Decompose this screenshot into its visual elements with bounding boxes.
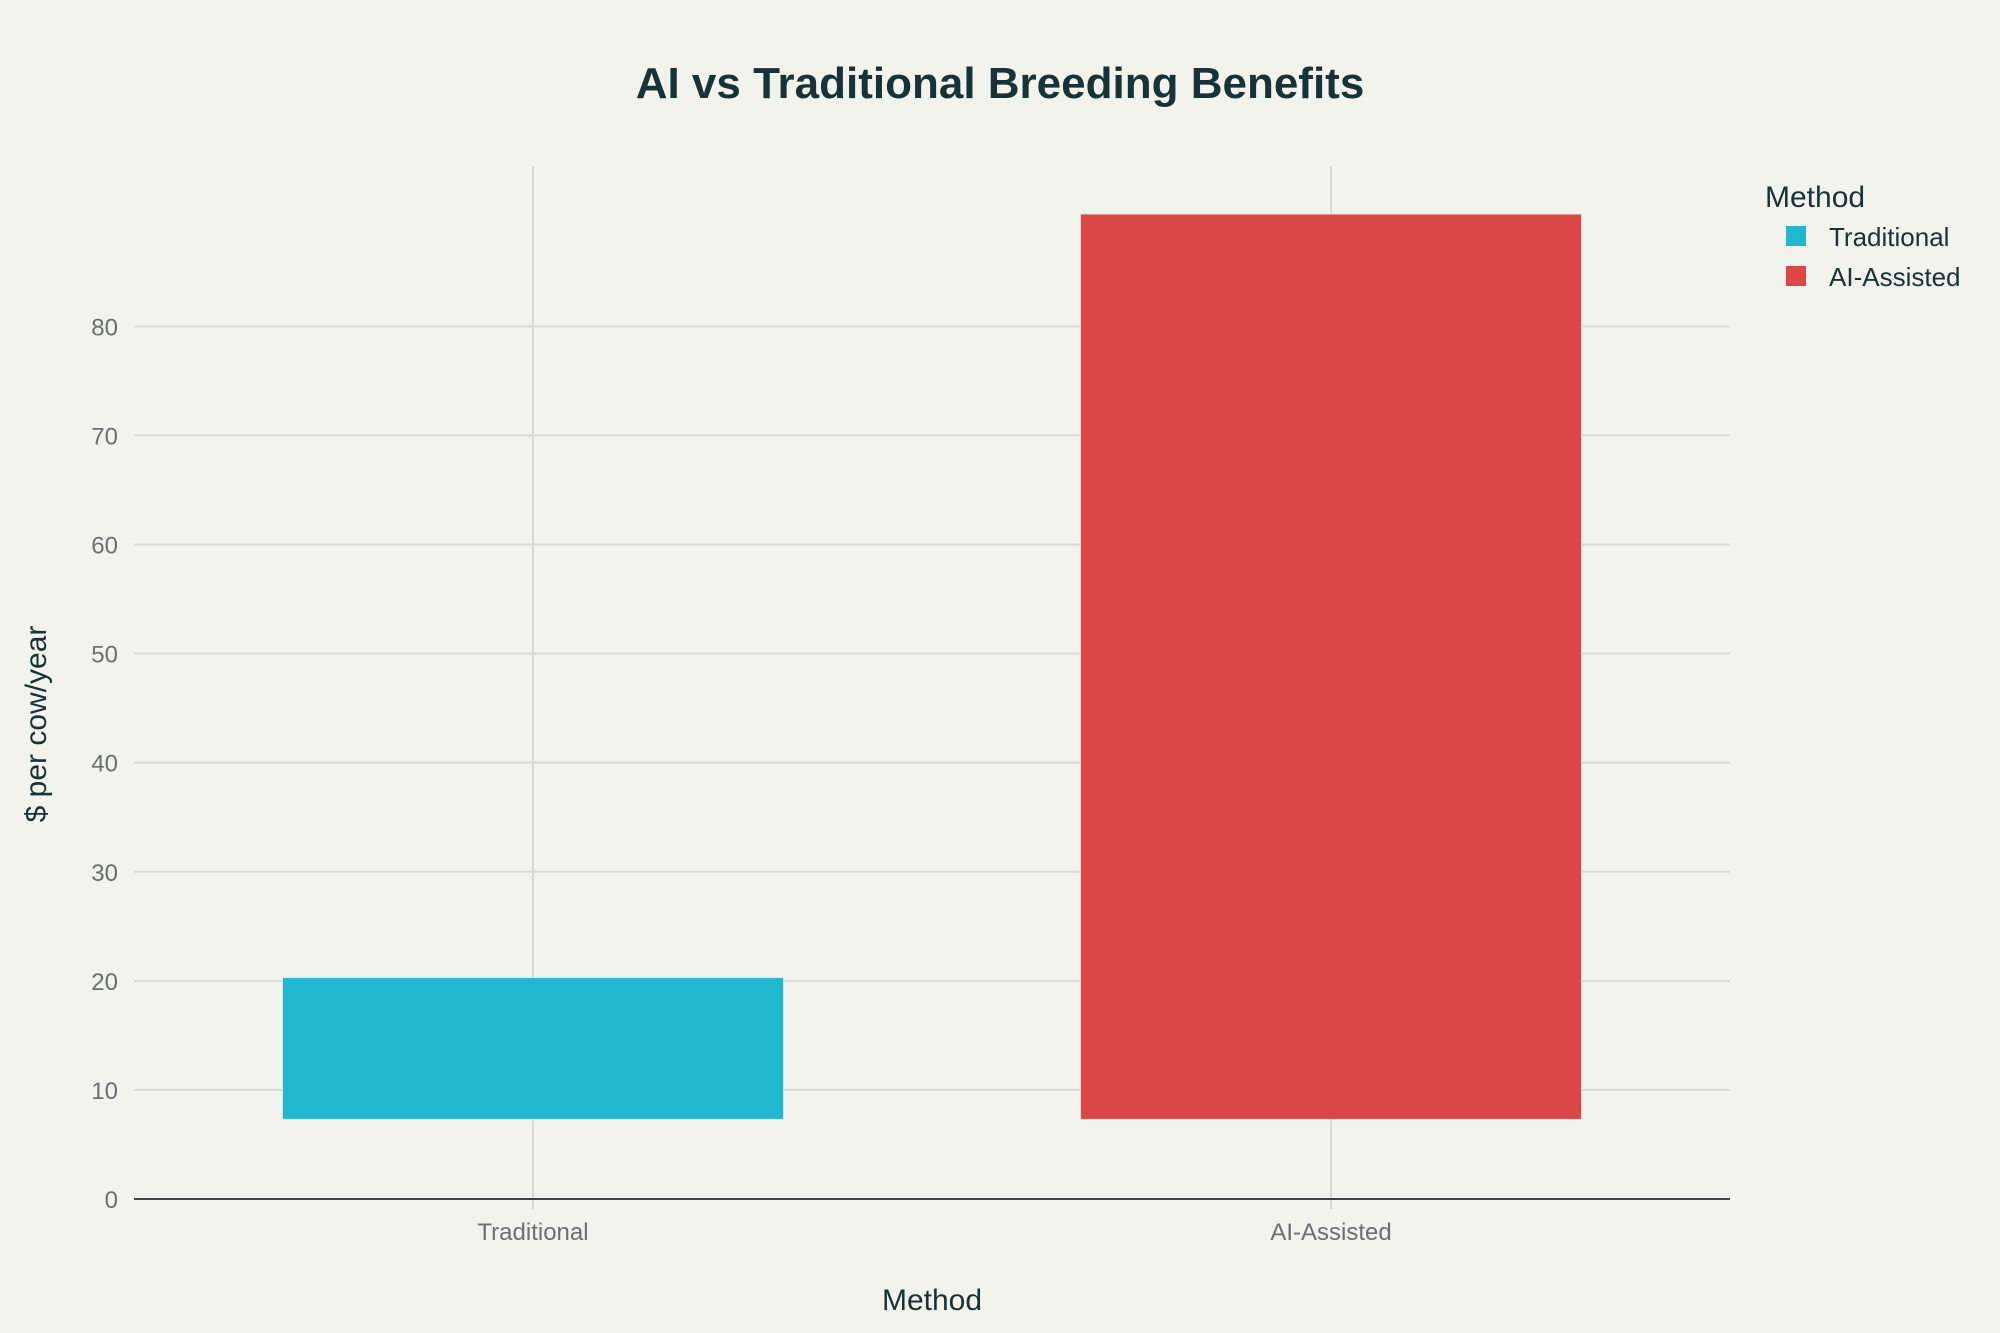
y-tick-label: 20 <box>91 969 118 996</box>
y-tick-label: 80 <box>91 314 118 341</box>
axes: 0 10 20 30 40 50 60 70 80 Traditional AI-Assisted <box>91 314 1730 1246</box>
y-tick-label: 60 <box>91 533 118 560</box>
legend-swatch-traditional <box>1786 226 1806 246</box>
x-tick-label: Traditional <box>477 1219 588 1246</box>
x-tick-label: AI-Assisted <box>1270 1219 1391 1246</box>
y-axis-title: $ per cow/year <box>20 626 53 823</box>
y-tick-label: 0 <box>105 1187 118 1214</box>
bar-traditional <box>281 977 785 1120</box>
legend-item-ai-assisted[interactable]: AI-Assisted <box>1829 262 1961 292</box>
bars <box>281 213 1583 1120</box>
y-tick-label: 10 <box>91 1078 118 1105</box>
legend-item-traditional[interactable]: Traditional <box>1829 222 1949 252</box>
y-tick-label: 50 <box>91 642 118 669</box>
legend-swatch-ai-assisted <box>1786 266 1806 286</box>
x-axis-title: Method <box>882 1284 982 1317</box>
y-tick-label: 30 <box>91 860 118 887</box>
bar-ai-assisted <box>1079 213 1583 1120</box>
y-tick-label: 70 <box>91 423 118 450</box>
y-tick-label: 40 <box>91 751 118 778</box>
chart-title: AI vs Traditional Breeding Benefits <box>636 59 1365 108</box>
legend-title: Method <box>1765 181 1865 214</box>
legend: Method Traditional AI-Assisted <box>1765 181 1961 292</box>
